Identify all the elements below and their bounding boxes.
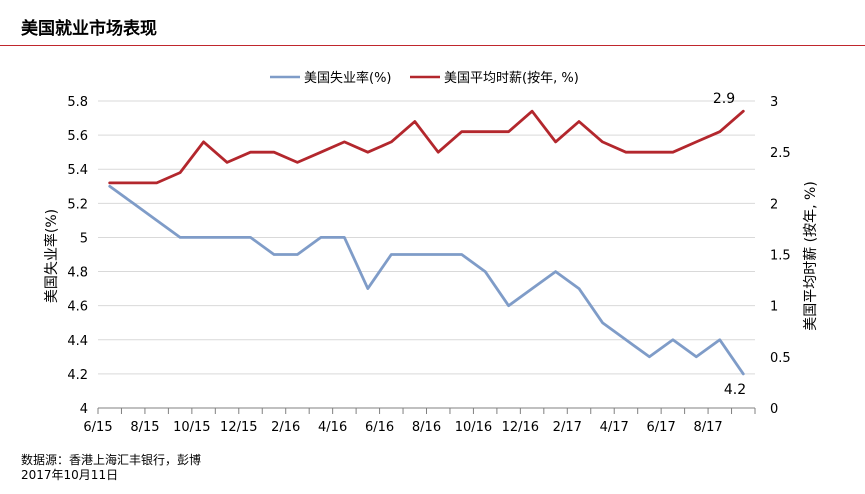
series-lines [108,109,745,376]
x-tick-label: 2/17 [553,420,582,435]
data-label-unemployment-last: 4.2 [724,382,746,398]
x-tick-label: 6/17 [647,420,676,435]
x-tick-label: 8/16 [412,420,441,435]
y-tick-label-right: 2.5 [770,146,791,161]
x-tick-label: 8/17 [693,420,722,435]
x-tick-label: 2/16 [271,420,300,435]
y-tick-label-right: 1 [770,300,778,315]
y-tick-label-left: 5.8 [67,95,88,110]
x-tick-label: 12/15 [220,420,257,435]
y-tick-label-left: 4 [80,402,88,417]
y-tick-label-right: 0 [770,402,778,417]
x-tick-label: 10/15 [173,420,210,435]
legend-label-unemployment: 美国失业率(%) [304,70,392,86]
source-text: 数据源：香港上海汇丰银行，彭博 [21,453,202,467]
y-axis-title-left: 美国失业率(%) [43,209,60,303]
y-tick-label-right: 0.5 [770,351,791,366]
series-line-wage [108,109,745,185]
x-tick-label: 8/15 [130,420,159,435]
y-tick-label-right: 3 [770,95,778,110]
x-tick-label: 4/17 [600,420,629,435]
data-label-wage-last: 2.9 [713,91,735,107]
page-title: 美国就业市场表现 [21,19,157,39]
y-tick-label-left: 5 [80,231,88,246]
x-tick-label: 6/16 [365,420,394,435]
y-tick-label-left: 4.4 [67,334,88,349]
x-tick-label: 6/15 [83,420,112,435]
x-tick-label: 10/16 [455,420,492,435]
title-divider [0,45,865,46]
y-tick-label-right: 2 [770,197,778,212]
y-tick-label-right: 1.5 [770,249,791,264]
y-tick-label-left: 5.6 [67,129,88,144]
y-axis-title-right: 美国平均时薪 (按年, %) [803,181,819,331]
legend-label-wage: 美国平均时薪(按年, %) [444,71,579,86]
source-note: 数据源：香港上海汇丰银行，彭博 2017年10月11日 [21,453,201,483]
y-tick-label-left: 4.6 [67,300,88,315]
legend: 美国失业率(%) 美国平均时薪(按年, %) [270,70,579,86]
x-tick-label: 4/16 [318,420,347,435]
y-tick-label-left: 5.2 [67,197,88,212]
y-tick-label-left: 4.8 [67,266,88,281]
y-tick-label-left: 4.2 [67,368,88,383]
x-tick-label: 12/16 [502,420,539,435]
y-tick-label-left: 5.4 [67,163,88,178]
source-date: 2017年10月11日 [21,468,119,482]
series-line-unemployment [108,184,745,376]
axes: 5.8 5.6 5.4 5.2 5 4.8 4.6 4.4 4.2 4 3 2.5 2 1.5 1 0.5 0 6… [67,95,790,435]
